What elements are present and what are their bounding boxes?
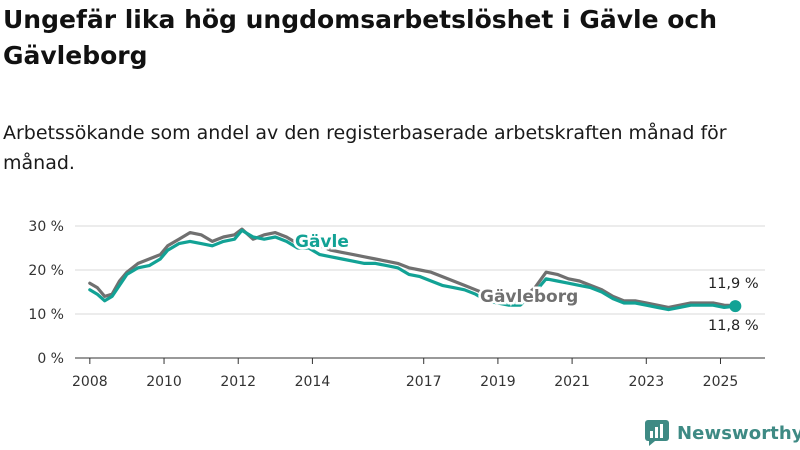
series-name-label: Gävle xyxy=(295,232,349,252)
y-tick-label: 0 % xyxy=(37,351,64,367)
chart-title: Ungefär lika hög ungdomsarbetslöshet i G… xyxy=(3,5,718,70)
x-tick-label: 2019 xyxy=(480,374,516,390)
gridlines xyxy=(75,225,765,359)
x-tick-label: 2021 xyxy=(554,374,590,390)
x-tick-label: 2012 xyxy=(220,374,256,390)
line-chart: 0 % 10 % 20 % 30 % 2008 2010 2012 2014 2017 2019 2… xyxy=(28,219,765,390)
chart-subtitle: Arbetssökande som andel av den registerb… xyxy=(3,122,727,174)
end-value-label: 11,8 % xyxy=(708,318,759,334)
newsworthy-logo: Newsworthy xyxy=(645,420,800,446)
series-line-g-vleborg xyxy=(88,227,737,309)
axes: 0 % 10 % 20 % 30 % 2008 2010 2012 2014 2017 2019 2… xyxy=(28,219,738,390)
newsworthy-icon xyxy=(645,420,669,446)
x-tick-label: 2008 xyxy=(72,374,108,390)
x-tick-label: 2025 xyxy=(703,374,739,390)
y-tick-label: 20 % xyxy=(28,263,64,279)
y-tick-label: 30 % xyxy=(28,219,64,235)
series-name-label: Gävleborg xyxy=(480,287,578,307)
series-lines xyxy=(88,227,742,313)
end-point-marker xyxy=(729,300,742,313)
end-value-label: 11,9 % xyxy=(708,276,759,292)
series-line-g-vle xyxy=(88,228,737,312)
x-tick-label: 2023 xyxy=(628,374,664,390)
x-tick-label: 2017 xyxy=(406,374,442,390)
series-labels: Gävle Gävleborg 11,9 % 11,8 % xyxy=(293,230,761,337)
x-tick-label: 2010 xyxy=(146,374,182,390)
brand-name: Newsworthy xyxy=(677,422,800,444)
y-tick-label: 10 % xyxy=(28,307,64,323)
x-tick-label: 2014 xyxy=(295,374,331,390)
